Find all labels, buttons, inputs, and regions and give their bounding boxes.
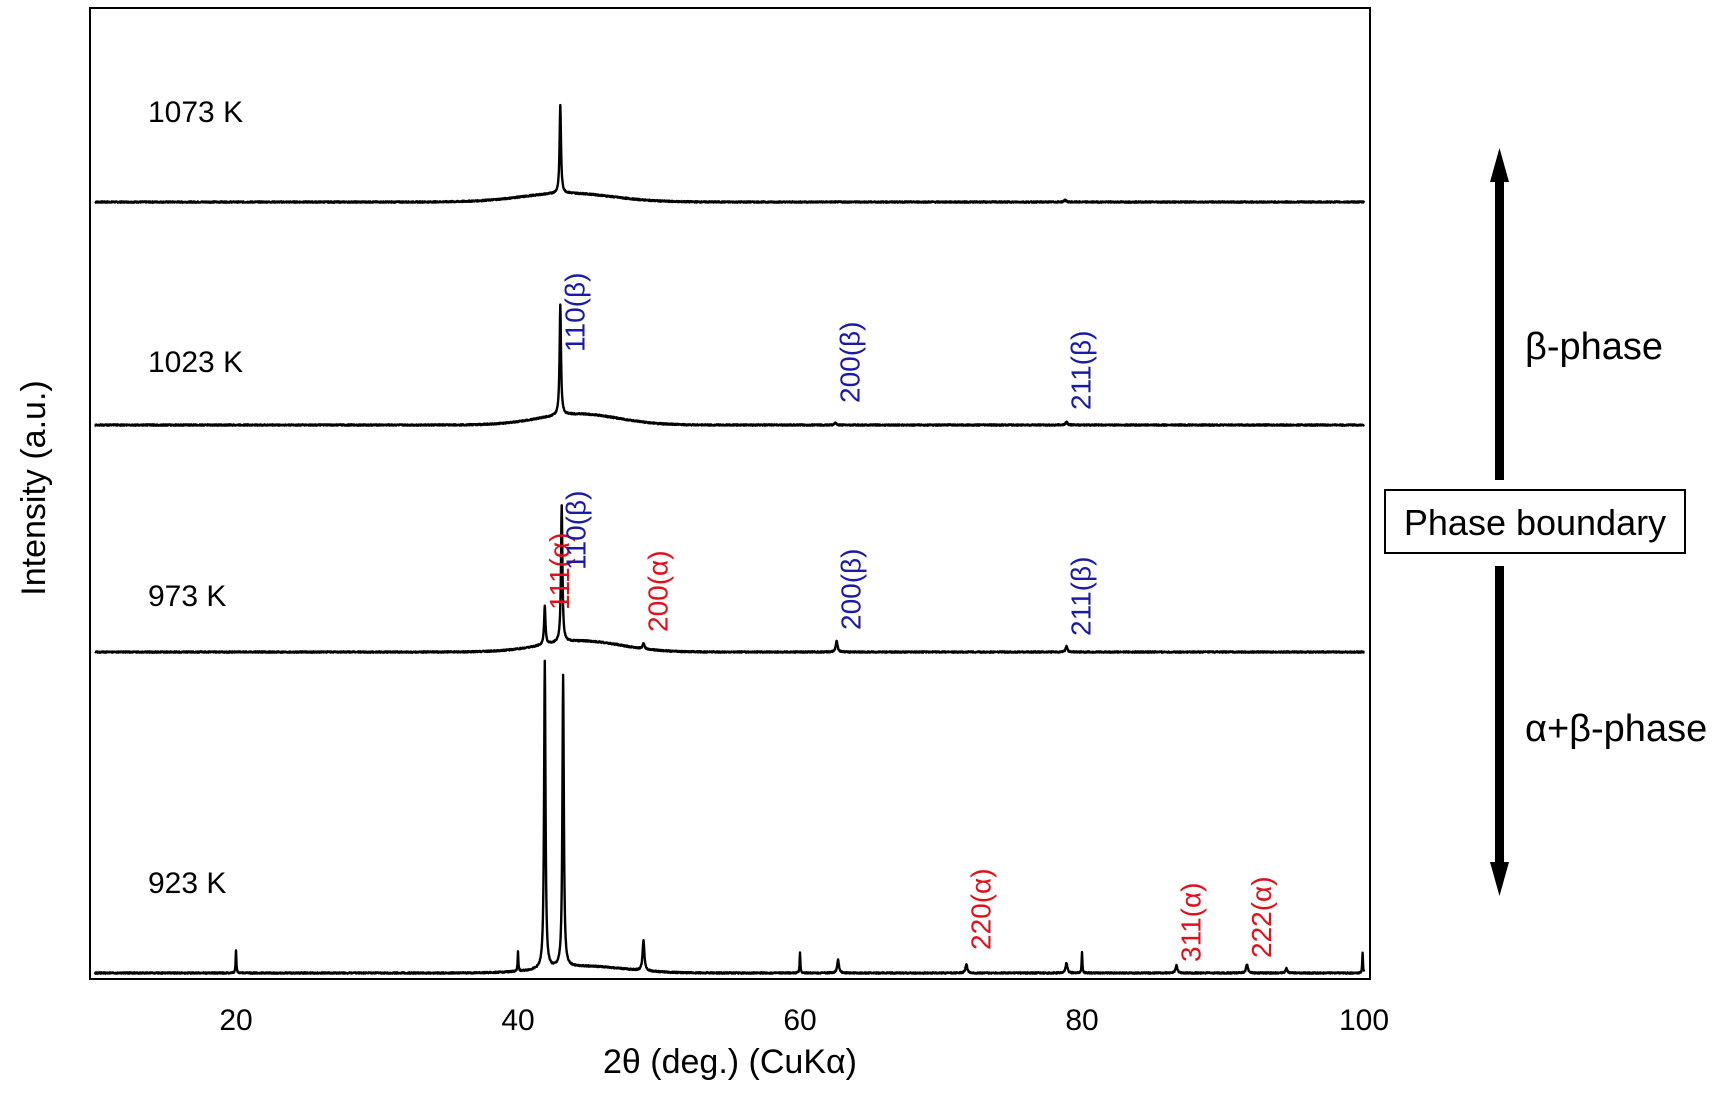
x-tick-label: 40 (501, 1004, 534, 1037)
lower-arrow-shaft (1495, 566, 1504, 870)
peak-labels-layer: 110(β)200(β) 211(β)111(α)110(β)200(α) 200(… (544, 273, 1277, 962)
trace-1023k (94, 303, 1365, 427)
phase-boundary-box (1384, 489, 1686, 554)
x-axis-title: 2θ (deg.) (CuKα) (603, 1043, 857, 1081)
alpha-beta-phase-label: α+β-phase (1525, 708, 1707, 750)
lower-arrow-head (1490, 862, 1509, 896)
plot-frame (89, 7, 1371, 980)
peak-label: 220(α) (965, 868, 996, 950)
peak-label: 211(β) (1066, 557, 1097, 636)
peak-label: 200(β) (834, 322, 865, 403)
x-tick-label: 60 (783, 1004, 816, 1037)
y-axis-title: Intensity (a.u.) (15, 380, 53, 595)
temperature-label: 1023 K (148, 346, 243, 379)
temperature-label: 973 K (148, 580, 226, 613)
traces-layer (93, 103, 1366, 975)
upper-arrow-head (1490, 148, 1509, 182)
upper-arrow-shaft (1495, 175, 1504, 480)
peak-label: 200(α) (643, 550, 674, 632)
phase-annotation: β-phase α+β-phase Phase boundary (1384, 148, 1707, 896)
temperature-label: 1073 K (148, 96, 243, 129)
peak-label: 200(β) (836, 549, 867, 630)
temperature-labels-layer: 1073 K 1023 K 973 K 923 K (148, 96, 243, 900)
peak-label: 110(β) (561, 491, 592, 570)
temperature-label: 923 K (148, 867, 226, 900)
peak-label: 110(β) (559, 273, 590, 352)
beta-phase-label: β-phase (1525, 326, 1663, 368)
x-tick-label: 100 (1339, 1004, 1389, 1037)
peak-label: 222(α) (1246, 876, 1277, 958)
trace-973k (94, 504, 1365, 654)
x-ticks-layer: 20 40 60 80 100 (219, 1004, 1389, 1037)
x-tick-label: 20 (219, 1004, 252, 1037)
x-tick-label: 80 (1065, 1004, 1098, 1037)
phase-boundary-label: Phase boundary (1404, 502, 1666, 543)
peak-label: 211(β) (1066, 331, 1097, 410)
trace-923k (93, 659, 1366, 975)
peak-label: 111(α) (544, 533, 575, 610)
trace-1073k (94, 103, 1366, 204)
peak-label: 311(α) (1176, 883, 1207, 962)
